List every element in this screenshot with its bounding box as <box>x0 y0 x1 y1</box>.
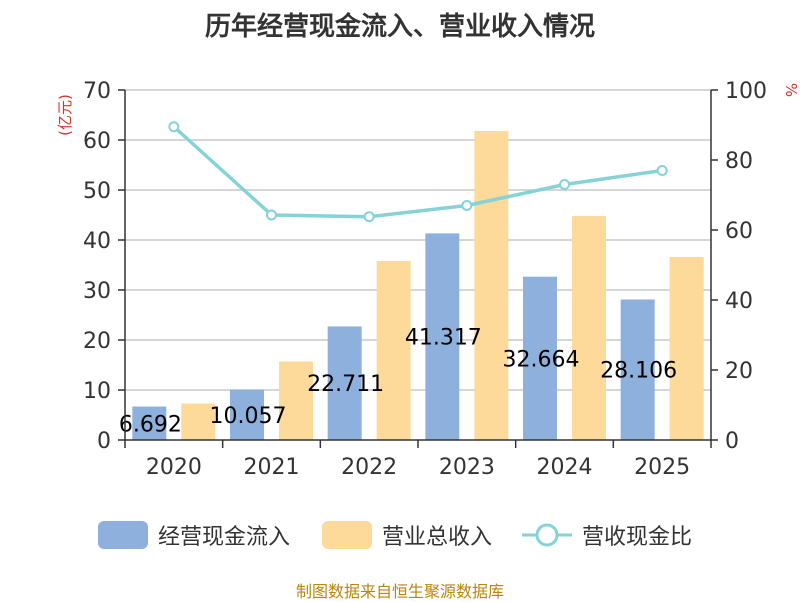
point-cash-revenue-ratio <box>461 200 473 211</box>
y-axis-right-tick-label: 20 <box>725 359 753 384</box>
bar-operating-cash-inflow <box>425 233 460 440</box>
line-cash-revenue-ratio <box>172 125 663 219</box>
bar-data-label: 41.317 <box>405 326 482 351</box>
point-cash-revenue-ratio <box>656 165 668 176</box>
y-axis-left-tick-label: 40 <box>83 229 111 254</box>
y-axis-left-tick-label: 0 <box>97 429 111 454</box>
bar-operating-cash-inflow <box>523 276 557 440</box>
bar-data-label: 28.106 <box>600 359 677 384</box>
bar-total-revenue <box>181 403 216 440</box>
legend-item-operating-cash-inflow[interactable]: 经营现金流入 <box>98 518 290 552</box>
bar-operating-cash-inflow <box>327 326 362 440</box>
chart-title: 历年经营现金流入、营业收入情况 <box>204 12 595 42</box>
y-axis-left-tick-label: 70 <box>83 79 111 104</box>
bar-total-revenue <box>474 131 509 440</box>
gridlines <box>125 89 711 391</box>
y-axis-right-tick-label: 80 <box>725 149 753 174</box>
y-axis-right-tick-label: 40 <box>725 289 753 314</box>
point-cash-revenue-ratio <box>266 209 277 221</box>
data-source-footer: 制图数据来自恒生聚源数据库 <box>295 582 504 601</box>
legend-swatch-cash-revenue-ratio <box>522 523 572 547</box>
bar-data-label: 10.057 <box>210 404 287 429</box>
y-axis-left-tick-label: 50 <box>83 179 111 204</box>
point-cash-revenue-ratio <box>363 211 375 223</box>
bar-data-label: 32.664 <box>503 347 580 372</box>
point-cash-revenue-ratio <box>559 179 570 190</box>
legend-item-total-revenue[interactable]: 营业总收入 <box>322 518 492 552</box>
bar-data-label: 6.692 <box>119 412 182 437</box>
y-axis-left-title: (亿元) <box>56 94 74 136</box>
bar-operating-cash-inflow <box>620 299 655 440</box>
bar-total-revenue <box>279 361 313 440</box>
y-axis-right-tick-label: 0 <box>725 429 739 454</box>
legend-item-cash-revenue-ratio[interactable]: 营收现金比 <box>522 518 692 552</box>
bar-total-revenue <box>376 261 411 440</box>
x-axis-tick-label: 2025 <box>634 455 690 480</box>
legend-label-operating-cash-inflow: 经营现金流入 <box>158 525 291 550</box>
ratio-line-layer <box>168 121 668 223</box>
legend-swatch-total-revenue <box>322 521 372 549</box>
bar-data-label: 22.711 <box>307 372 384 397</box>
x-axis-tick-label: 2022 <box>341 455 397 480</box>
bar-operating-cash-inflow <box>230 389 264 440</box>
y-axis-left-tick-label: 30 <box>83 279 111 304</box>
bar-total-revenue <box>669 257 704 440</box>
axes: 0 10 20 30 40 50 60 70 0 20 40 60 80 100 2020 2021 2022 2… <box>83 79 767 480</box>
y-axis-right-tick-label: 60 <box>725 219 753 244</box>
bar-data-labels: 6.692 10.057 22.711 41.317 32.664 28.106 <box>119 326 677 438</box>
legend-swatch-operating-cash-inflow <box>98 521 148 549</box>
x-axis-tick-label: 2024 <box>537 455 593 480</box>
y-axis-left-tick-label: 20 <box>83 329 111 354</box>
y-axis-right-title: % <box>782 83 800 97</box>
x-axis-tick-label: 2021 <box>244 455 300 480</box>
x-axis-tick-label: 2023 <box>439 455 495 480</box>
y-axis-left-tick-label: 60 <box>83 129 111 154</box>
y-axis-left-tick-label: 10 <box>83 379 111 404</box>
y-axis-right-tick-label: 100 <box>725 79 767 104</box>
x-axis-tick-label: 2020 <box>146 455 202 480</box>
legend-label-total-revenue: 营业总收入 <box>382 525 493 550</box>
point-cash-revenue-ratio <box>168 121 180 133</box>
bar-total-revenue <box>572 216 606 440</box>
bar-operating-cash-inflow <box>132 406 167 440</box>
legend-label-cash-revenue-ratio: 营收现金比 <box>582 525 693 550</box>
legend: 经营现金流入 营业总收入 营收现金比 <box>0 518 800 552</box>
bars <box>132 131 704 440</box>
